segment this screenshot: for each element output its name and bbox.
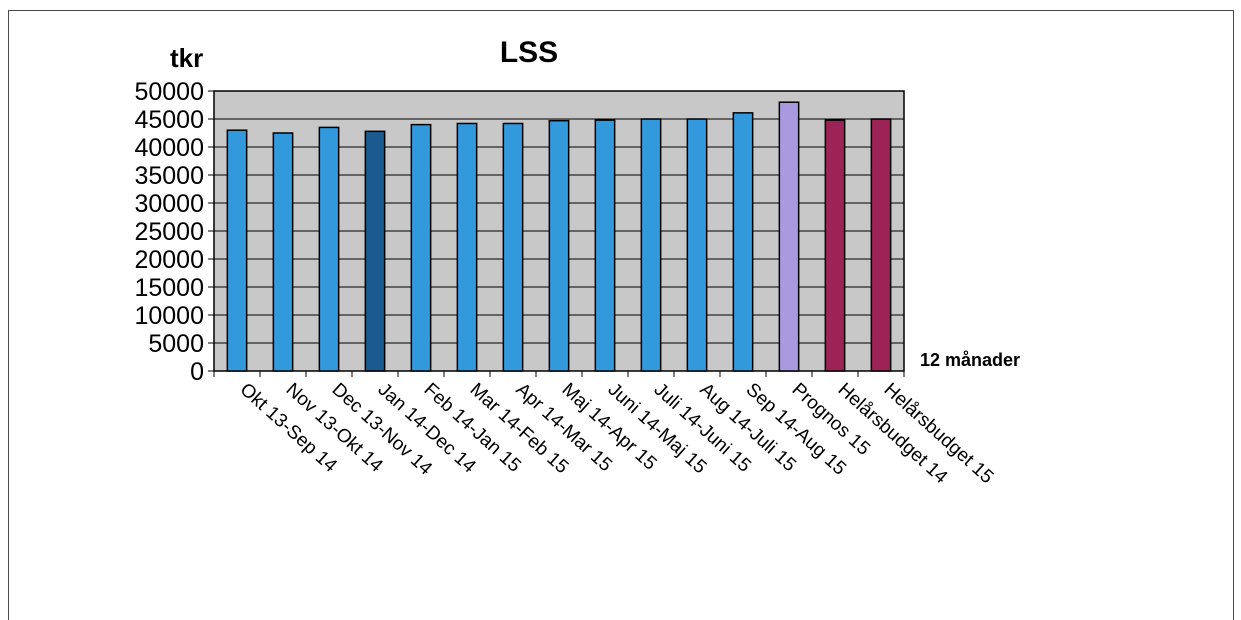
bar-4 [364,130,386,372]
y-tick-label: 5000 [148,330,204,358]
y-tick-label: 50000 [134,78,204,106]
y-tick-label: 45000 [134,106,204,134]
bar-1 [226,129,248,372]
bar-8 [548,119,570,372]
y-tick-label: 35000 [134,162,204,190]
bar-series [226,101,892,372]
y-axis-unit-label: tkr [170,43,203,73]
y-tick-label: 0 [190,358,204,386]
bar-15 [870,118,892,372]
y-tick-label: 40000 [134,134,204,162]
bar-13 [778,101,800,372]
y-tick-label: 25000 [134,218,204,246]
y-tick-label: 20000 [134,246,204,274]
x-axis-label: 12 månader [920,350,1020,370]
y-tick-label: 30000 [134,190,204,218]
bar-10 [640,118,662,372]
chart-frame [8,10,1234,620]
bar-9 [594,119,616,372]
bar-12 [732,112,754,372]
bar-11 [686,118,708,372]
y-tick-label: 15000 [134,274,204,302]
y-tick-label: 10000 [134,302,204,330]
y-axis-ticks: 0500010000150002000025000300003500040000… [134,78,214,386]
bar-5 [410,123,432,372]
bar-2 [272,132,294,372]
bar-14 [824,119,846,372]
bar-3 [318,126,340,372]
bar-6 [456,122,478,372]
bar-7 [502,122,524,372]
chart-title: LSS [500,36,558,69]
